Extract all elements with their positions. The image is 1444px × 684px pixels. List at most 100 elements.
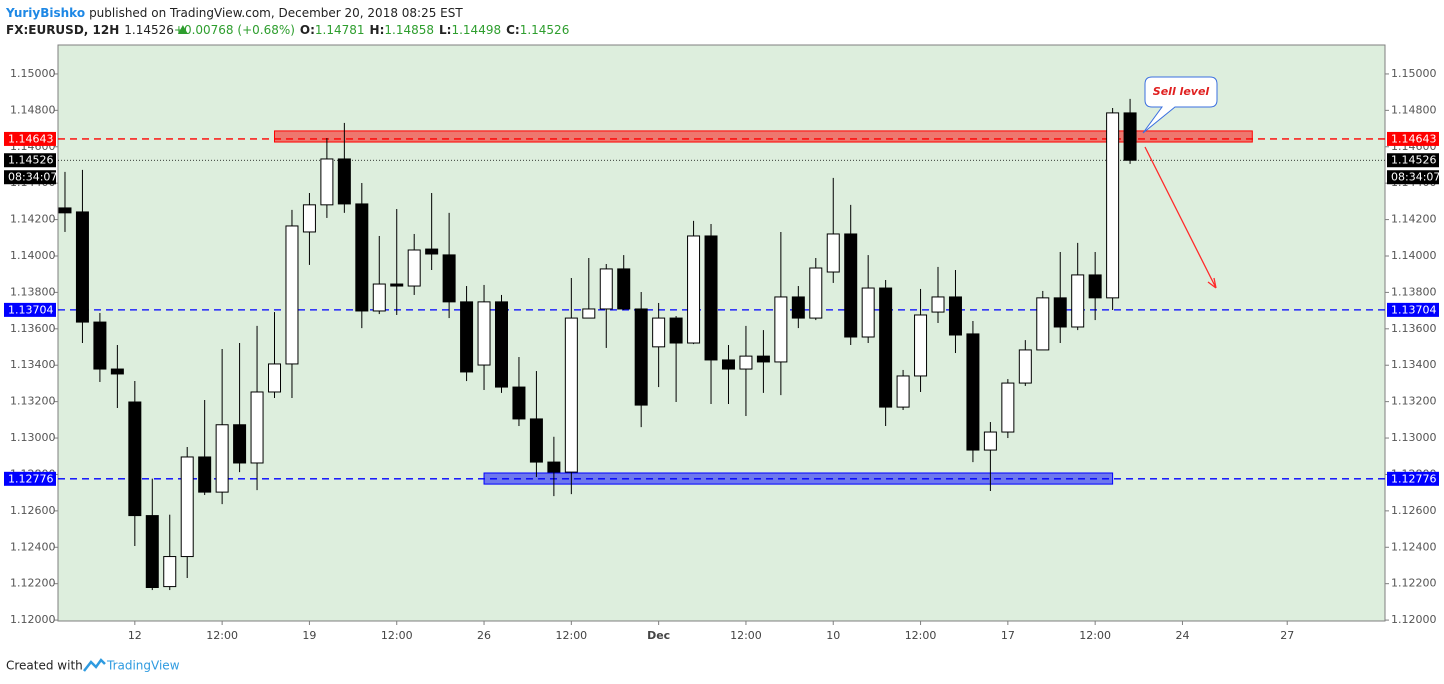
level-tag-text: 1.14643 [8,132,54,145]
candle-body [390,283,404,287]
x-tick-label: 12:00 [905,629,937,642]
candle-body [110,368,124,375]
x-tick-label: 12:00 [1079,629,1111,642]
candle-body [1018,349,1032,384]
y-tick-label: 1.14200 [10,213,56,226]
ohlc-label: O: [300,23,315,37]
candle-body [337,158,351,205]
candle-body [75,211,89,323]
x-tick-label: 26 [477,629,491,642]
level-tag-box [4,471,56,486]
y-tick-label: 1.14200 [1391,213,1437,226]
x-tick-label: 19 [302,629,316,642]
candle-body [704,235,718,361]
author[interactable]: YuriyBishko [5,6,85,20]
y-tick-label: 1.15000 [10,67,56,80]
y-tick-label: 1.14800 [1391,103,1437,116]
countdown-tag-text: 08:34:07 [8,171,57,184]
candle-body [861,287,875,338]
ohlc-value: 1.14498 [451,23,501,37]
candle-body [215,424,229,493]
level-tag-box [1387,302,1439,317]
y-tick-label: 1.14000 [1391,249,1437,262]
y-tick-label: 1.14800 [10,103,56,116]
candle-body [163,556,177,588]
level-tag-box [1387,131,1439,146]
x-tick-label: 27 [1280,629,1294,642]
candle-body [442,254,456,303]
candle-body [93,321,107,370]
candle-body [914,314,928,377]
candle-body [564,317,578,473]
candle-body [58,207,72,214]
candle-body [1001,382,1015,433]
candle-body [756,355,770,363]
countdown-tag-text: 08:34:07 [1391,171,1440,184]
candle-body [948,296,962,336]
candle-body [425,248,439,255]
x-tick-label: 12 [128,629,142,642]
y-tick-label: 1.13200 [10,395,56,408]
candle-body [652,317,666,348]
y-tick-label: 1.13800 [10,285,56,298]
y-tick-label: 1.15000 [1391,67,1437,80]
candle-body [250,391,264,464]
candle-body [739,355,753,370]
candle-body [826,233,840,273]
footer-text: Created with [6,659,83,673]
x-tick-label: Dec [647,629,670,642]
candle-body [233,424,247,464]
level-tag-box [4,131,56,146]
axes: 1.12000 1.12000 1.12200 1.12200 1.12400 1.124… [4,67,1440,642]
levels [58,138,1385,480]
footer-brand[interactable]: TradingView [106,659,180,673]
candle-body [617,268,631,310]
candle-body [547,461,561,473]
x-tick-label: 24 [1175,629,1189,642]
candle-body [1088,274,1102,299]
countdown-tag-box [4,170,56,185]
candle-body [774,296,788,363]
candle-body [407,249,421,287]
candle-body [879,287,893,408]
last-price-tag-text: 1.14526 [8,154,54,167]
candle-body [1106,112,1120,299]
candle-body [372,283,386,312]
level-tag-box [1387,471,1439,486]
callout [1142,76,1218,134]
candle-body [285,225,299,365]
candle-body [355,203,369,312]
x-tick-label: 12:00 [730,629,762,642]
ohlc-value: 1.14781 [315,23,365,37]
y-tick-label: 1.12400 [1391,540,1437,553]
symbol-line: FX:EURUSD, 12H 1.14526+0.00768 (+0.68%) O:… [6,23,569,37]
candle-body [983,431,997,451]
candle-body [844,233,858,338]
logo [83,658,106,672]
candle-body [1053,297,1067,328]
candles [58,98,1137,591]
y-tick-label: 1.12600 [1391,504,1437,517]
ohlc-value: 1.14526 [520,23,570,37]
candle-body [529,418,543,463]
header-line: YuriyBishko published on TradingView.com,… [5,6,463,20]
arrow [1144,146,1217,289]
y-tick-label: 1.12000 [1391,613,1437,626]
level-tag-text: 1.14643 [1391,132,1437,145]
candle-body [599,268,613,310]
change: +0.00768 (+0.68%) [174,23,295,37]
candle-body [180,456,194,558]
candle-body [1036,297,1050,351]
up-arrow [177,25,188,34]
y-tick-label: 1.12600 [10,504,56,517]
candle-body [320,158,334,206]
candle-body [791,296,805,319]
x-tick-label: 10 [826,629,840,642]
y-tick-label: 1.12000 [10,613,56,626]
candle-body [809,267,823,319]
callout-text: Sell level [1153,85,1210,98]
candle-body [687,235,701,344]
candle-body [931,296,945,313]
level-tag-text: 1.12776 [8,472,54,485]
